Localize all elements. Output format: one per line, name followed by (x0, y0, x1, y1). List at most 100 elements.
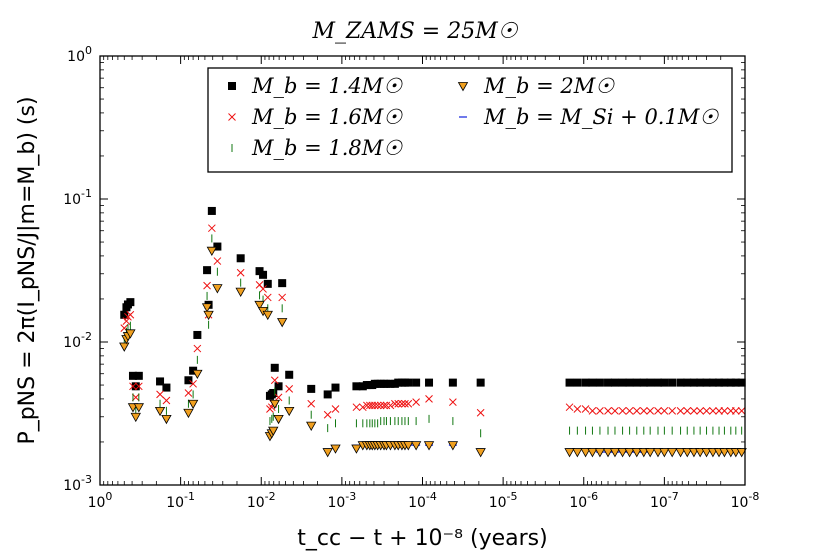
data-point (573, 405, 582, 413)
data-point (581, 378, 590, 387)
data-point (676, 406, 685, 415)
data-point (259, 285, 267, 293)
data-point (206, 246, 218, 257)
data-point (581, 405, 590, 413)
data-point (370, 401, 379, 410)
legend-label: M_b = M_Si + 0.1M☉ (483, 105, 719, 129)
data-point (564, 448, 575, 458)
data-point (376, 401, 385, 410)
data-point (448, 378, 457, 387)
data-point (609, 448, 621, 458)
data-point (683, 378, 692, 387)
series-2 (120, 224, 746, 419)
legend-marker (457, 82, 469, 92)
data-point (618, 406, 627, 415)
data-point (660, 378, 669, 387)
data-point (410, 441, 422, 451)
data-point (235, 287, 246, 297)
data-point (595, 378, 604, 387)
data-point (306, 421, 317, 431)
data-point (675, 448, 686, 458)
data-point (726, 378, 735, 387)
data-point (134, 371, 143, 380)
data-point (331, 383, 340, 392)
data-point (278, 293, 287, 302)
data-point (352, 382, 361, 391)
data-point (285, 370, 294, 379)
data-point (156, 390, 164, 399)
x-tick-label: 10-4 (408, 490, 437, 511)
data-point (373, 401, 382, 410)
data-point (668, 406, 677, 415)
data-point (659, 448, 670, 458)
data-point (184, 389, 193, 397)
data-point (653, 378, 662, 387)
data-point (654, 406, 662, 415)
data-points (119, 206, 747, 458)
data-point (696, 406, 705, 415)
data-point (133, 403, 145, 413)
legend-label: M_b = 1.8M☉ (251, 136, 403, 160)
data-point (254, 300, 265, 311)
data-point (187, 399, 199, 410)
data-point (618, 378, 627, 387)
data-point (269, 399, 280, 410)
data-point (323, 410, 332, 419)
x-tick-label: 10-3 (327, 490, 356, 511)
x-tick-label: 10-2 (247, 490, 276, 511)
data-point (737, 378, 746, 387)
data-point (617, 448, 628, 458)
data-point (330, 444, 341, 454)
data-point (587, 448, 598, 458)
data-point (269, 388, 278, 397)
data-point (731, 378, 740, 387)
data-point (380, 401, 388, 410)
data-point (660, 406, 669, 415)
y-tick-label: 10-2 (63, 330, 92, 351)
data-point (351, 444, 362, 454)
data-point (161, 414, 172, 425)
data-point (284, 406, 295, 417)
data-point (737, 406, 746, 415)
data-point (391, 399, 399, 408)
data-point (130, 412, 141, 423)
series-1 (120, 206, 746, 400)
y-tick-label: 10-1 (63, 187, 92, 208)
data-point (667, 448, 678, 458)
y-axis-label: P_pNS = 2π(I_pNS/J|m=M_b) (s) (15, 96, 40, 444)
data-point (646, 378, 655, 387)
x-tick-label: 10-7 (650, 490, 679, 511)
data-point (690, 406, 698, 415)
legend: M_b = 1.4M☉ M_b = 1.6M☉ M_b = 1.8M☉ M_b = 2… (207, 67, 733, 173)
data-point (193, 344, 202, 353)
data-point (262, 310, 273, 321)
data-point (596, 406, 604, 415)
data-point (412, 398, 420, 406)
data-point (128, 371, 137, 380)
series-4 (119, 246, 747, 458)
data-point (273, 414, 284, 425)
data-point (682, 448, 693, 458)
data-point (203, 266, 212, 275)
data-point (131, 382, 140, 391)
data-point (394, 399, 403, 408)
data-point (638, 448, 649, 458)
data-point (274, 382, 283, 391)
y-axis-label-text: P_pNS = 2π(I_pNS/J|m=M_b) (s) (15, 96, 40, 444)
data-point (213, 257, 222, 265)
data-point (708, 378, 717, 387)
data-point (189, 379, 197, 388)
data-point (278, 279, 287, 288)
x-tick-label: 10-6 (569, 490, 598, 511)
y-tick-label: 100 (67, 44, 92, 65)
legend-entry: M_b = 1.6M☉ (228, 105, 403, 129)
title-text: M_ZAMS = 25M☉ (312, 19, 519, 44)
data-point (476, 378, 485, 387)
x-axis-label: t_cc − t + 10⁻⁸ (years) (297, 526, 547, 551)
data-point (212, 284, 223, 294)
legend-label: M_b = 2M☉ (483, 74, 615, 98)
data-point (386, 401, 395, 410)
data-point (602, 448, 614, 458)
legend-box (207, 67, 733, 173)
